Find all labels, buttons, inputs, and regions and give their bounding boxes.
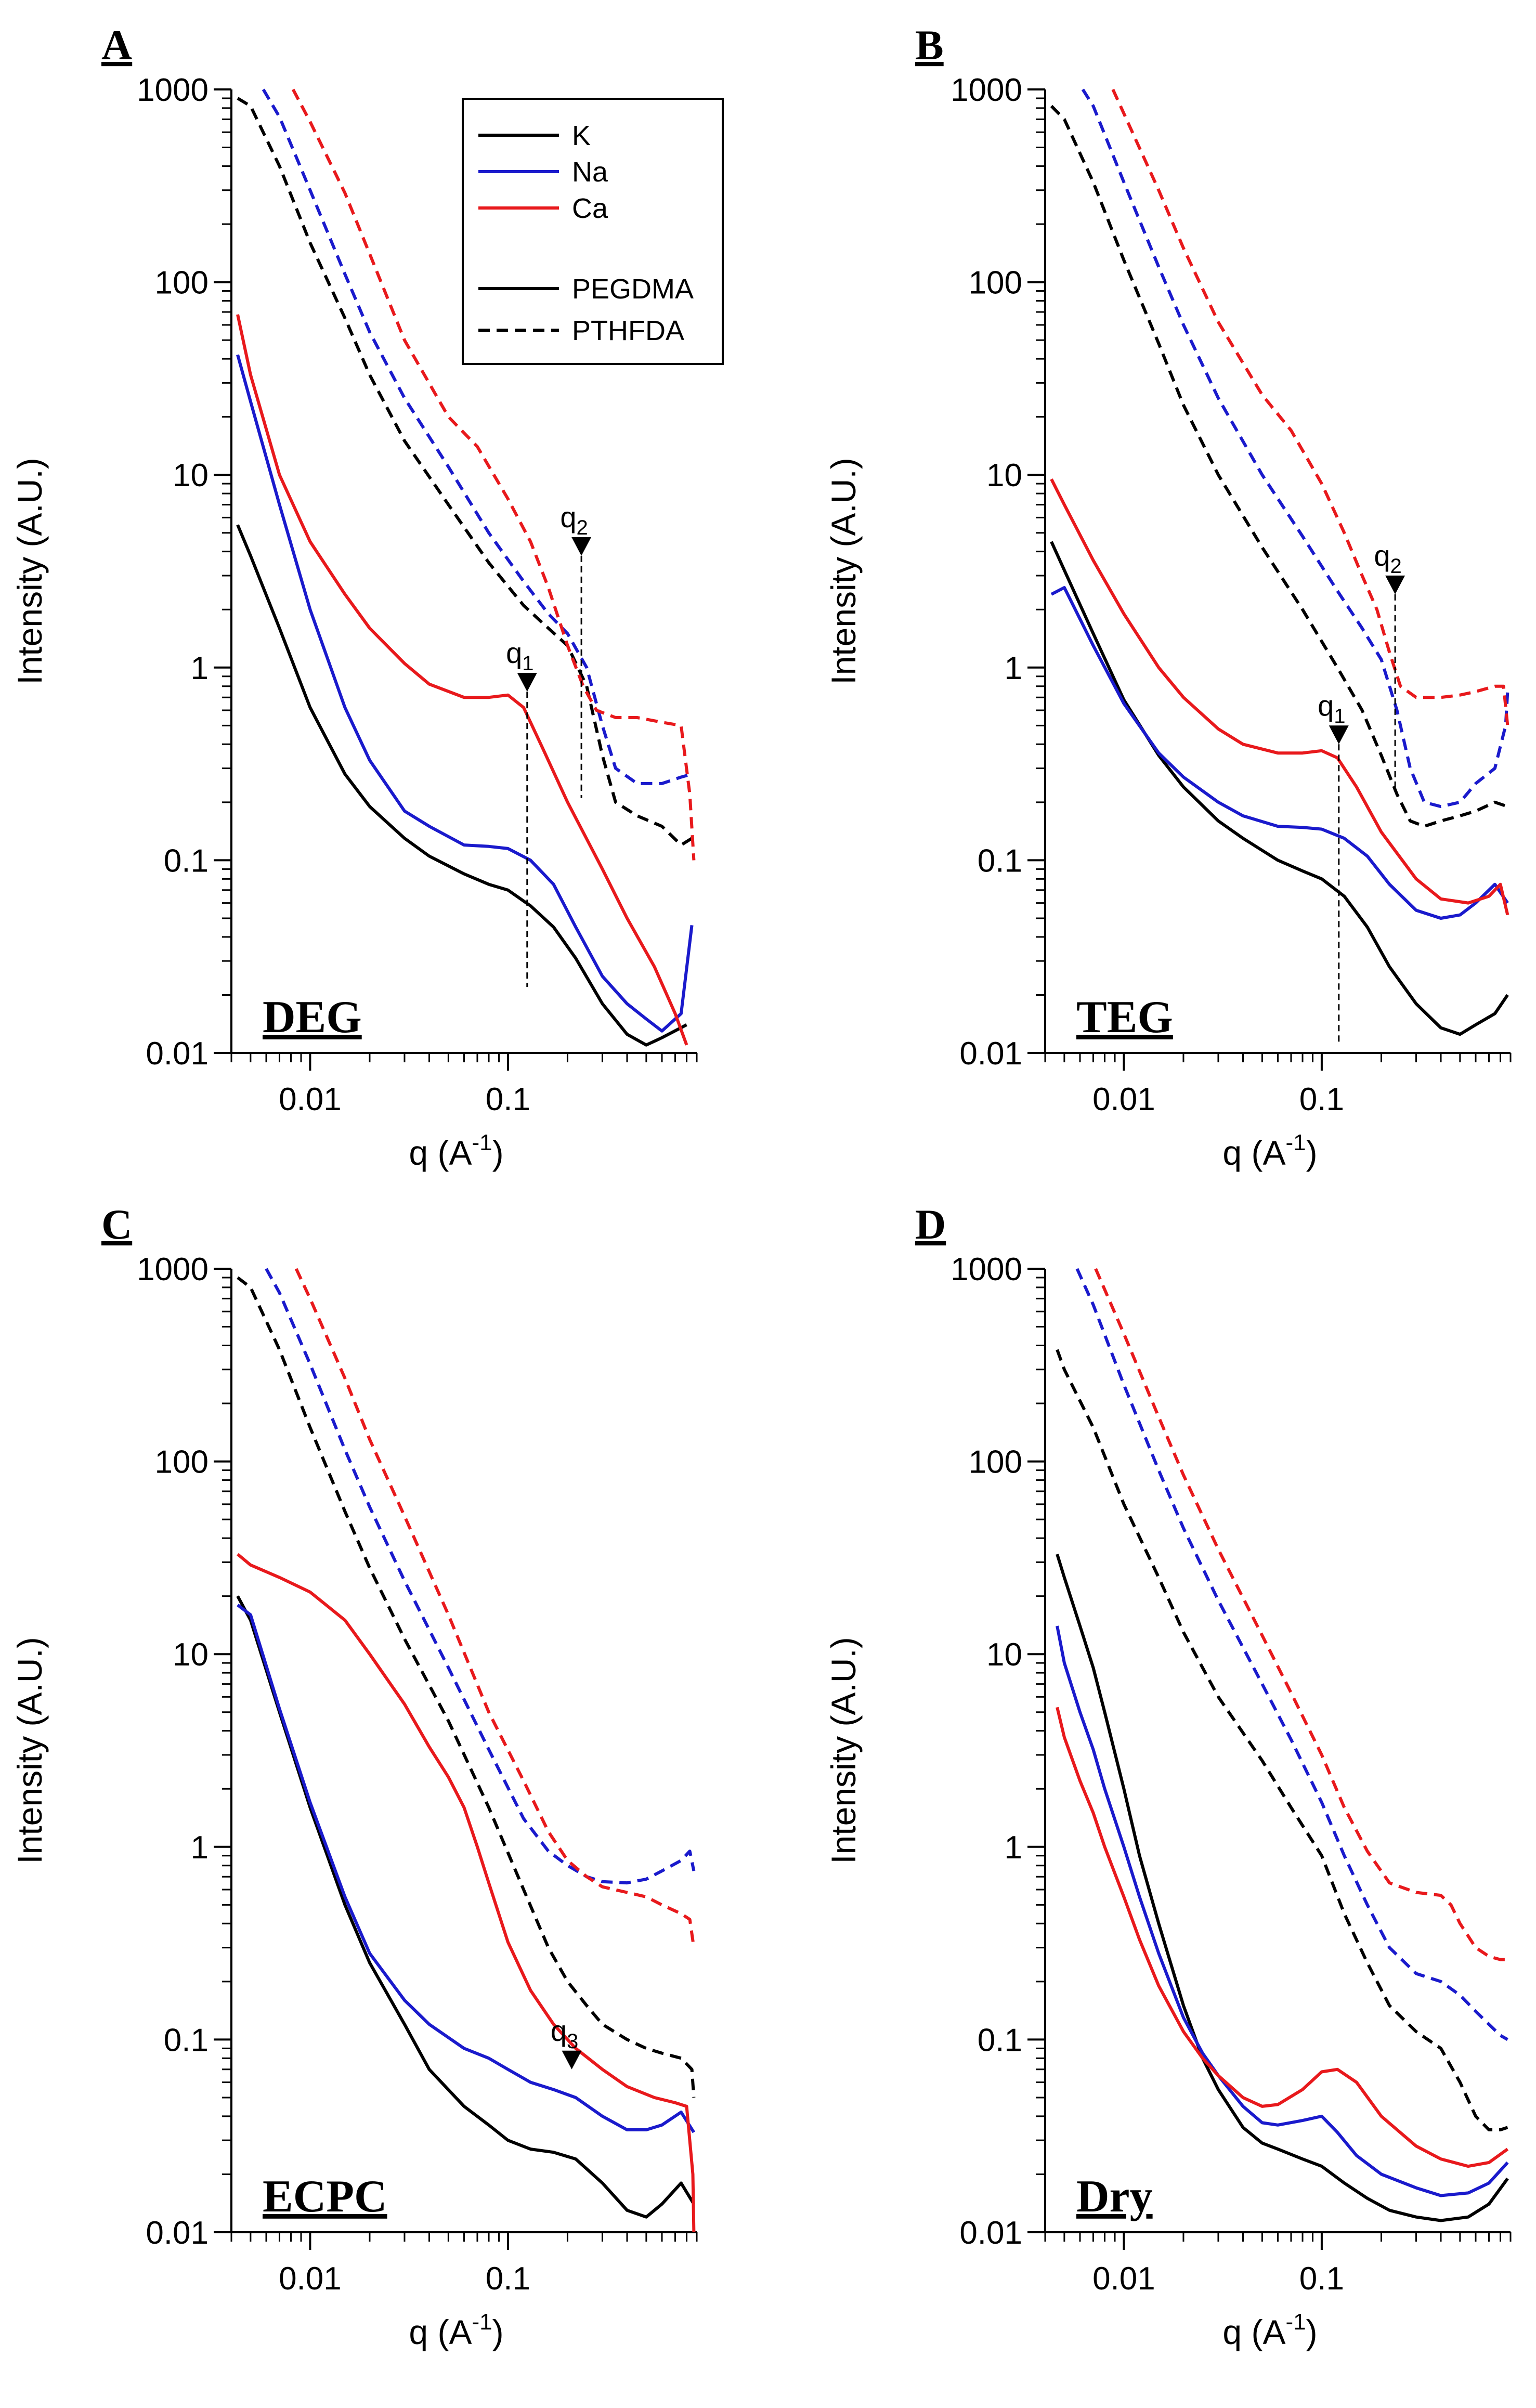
y-tick-label: 0.1: [164, 843, 209, 879]
series-na-pegdma-line: [1050, 586, 1509, 920]
q-marker-triangle: [1329, 725, 1349, 745]
y-tick-label: 100: [155, 265, 209, 301]
x-tick-label: 0.1: [486, 2261, 530, 2297]
series-na-pegdma-line: [236, 354, 694, 1033]
y-tick-label: 1000: [137, 72, 209, 108]
q-marker-label: q2: [1374, 539, 1401, 578]
chart-panel-b: 0.01 0.1 1 10 100 1000 0.01 0.1 q (A-1) Intensity…: [824, 21, 1512, 1172]
y-tick-label: 10: [173, 458, 209, 493]
series-k-pegdma-line: [236, 1595, 695, 2219]
q-marker-triangle: [517, 673, 537, 692]
y-tick-label: 1: [1005, 1830, 1022, 1866]
q-marker-triangle: [1385, 575, 1405, 594]
series-na-pthfda-line: [262, 88, 693, 785]
x-axis-label: q (A-1): [409, 2309, 503, 2351]
y-axis-label: Intensity (A.U.): [10, 1637, 49, 1864]
y-tick-label: 1: [1005, 650, 1022, 686]
y-tick-label: 1000: [951, 1252, 1022, 1287]
chart-panel-a: 0.01 0.1 1 10 100 1000 0.01 0.1 q (A-1) Intensity…: [10, 21, 698, 1172]
legend-label: PTHFDA: [572, 315, 684, 346]
legend-box: [462, 98, 724, 365]
series-ca-pthfda-line: [294, 1268, 696, 1948]
q-marker-triangle: [571, 537, 592, 556]
panel-letter: C: [101, 1201, 132, 1248]
series-ca-pthfda-line: [1094, 1268, 1508, 1961]
x-tick-label: 0.1: [1299, 2261, 1344, 2297]
series-group: [236, 1268, 696, 2232]
series-group: [236, 88, 696, 1047]
series-ca-pthfda-line: [1111, 88, 1509, 726]
y-tick-label: 0.01: [959, 1036, 1022, 1072]
y-tick-label: 1: [191, 650, 209, 686]
panel-letter: D: [915, 1201, 946, 1248]
panel-condition-label: Dry: [1076, 2171, 1153, 2222]
y-tick-label: 0.01: [146, 1036, 209, 1072]
panel-letter: B: [915, 21, 944, 69]
x-tick-label: 0.01: [1092, 2261, 1155, 2297]
series-k-pegdma-line: [1056, 1554, 1509, 2222]
legend: K Na Ca PEGDMA PTHFDA: [462, 98, 724, 365]
y-axis-label: Intensity (A.U.): [10, 458, 49, 684]
panel-condition-label: DEG: [263, 992, 362, 1043]
x-axis-label: q (A-1): [1222, 2309, 1317, 2351]
y-axis-label: Intensity (A.U.): [824, 458, 863, 684]
series-ca-pegdma-line: [237, 1553, 696, 2232]
y-tick-label: 10: [986, 1637, 1022, 1673]
y-tick-label: 0.1: [978, 843, 1022, 879]
series-k-pegdma-line: [1050, 541, 1509, 1036]
panel-condition-label: ECPC: [263, 2171, 387, 2222]
y-tick-label: 0.1: [164, 2022, 209, 2058]
legend-label: K: [572, 120, 591, 151]
y-tick-label: 10: [173, 1637, 209, 1673]
x-tick-label: 0.01: [279, 1082, 342, 1117]
series-na-pegdma-line: [237, 1604, 695, 2133]
series-group: [1056, 1268, 1509, 2222]
q-marker-label: q2: [560, 501, 588, 539]
series-k-pthfda-line: [1050, 105, 1508, 828]
x-tick-label: 0.1: [486, 1082, 530, 1117]
x-tick-label: 0.01: [279, 2261, 342, 2297]
q-marker-label: q3: [551, 2014, 578, 2053]
panel-letter: A: [101, 21, 132, 69]
x-tick-label: 0.1: [1299, 1082, 1344, 1117]
series-ca-pegdma-line: [1050, 478, 1509, 916]
y-tick-label: 100: [969, 1444, 1022, 1480]
y-tick-label: 0.01: [959, 2215, 1022, 2251]
panel-condition-label: TEG: [1076, 992, 1173, 1043]
chart-panel-d: 0.01 0.1 1 10 100 1000 0.01 0.1 q (A-1) Intensity…: [824, 1201, 1512, 2351]
series-k-pthfda-line: [237, 1276, 696, 2098]
x-axis-label: q (A-1): [1222, 1130, 1317, 1172]
series-group: [1050, 88, 1509, 1036]
legend-label: Ca: [572, 193, 608, 224]
x-axis-label: q (A-1): [409, 1130, 503, 1172]
y-tick-label: 0.1: [978, 2022, 1022, 2058]
series-k-pthfda-line: [237, 97, 693, 847]
series-k-pegdma-line: [236, 524, 687, 1047]
y-tick-label: 100: [969, 265, 1022, 301]
x-tick-label: 0.01: [1092, 1082, 1155, 1117]
y-tick-label: 100: [155, 1444, 209, 1480]
y-tick-label: 10: [986, 458, 1022, 493]
q-marker-label: q1: [1318, 689, 1345, 727]
series-na-pegdma-line: [1056, 1625, 1509, 2197]
y-tick-label: 1: [191, 1830, 209, 1866]
series-na-pthfda-line: [1081, 88, 1509, 809]
series-k-pthfda-line: [1056, 1349, 1508, 2131]
q-marker-triangle: [562, 2050, 582, 2069]
legend-label: PEGDMA: [572, 274, 694, 305]
series-ca-pegdma-line: [236, 314, 688, 1046]
legend-label: Na: [572, 157, 608, 188]
y-axis-label: Intensity (A.U.): [824, 1637, 863, 1864]
series-na-pthfda-line: [265, 1268, 696, 1885]
series-na-pthfda-line: [1075, 1268, 1508, 2041]
y-tick-label: 1000: [137, 1252, 209, 1287]
chart-panel-c: 0.01 0.1 1 10 100 1000 0.01 0.1 q (A-1) Intensity…: [10, 1201, 698, 2351]
q-marker-label: q1: [506, 636, 533, 675]
series-ca-pegdma-line: [1056, 1707, 1509, 2168]
y-tick-label: 0.01: [146, 2215, 209, 2251]
y-tick-label: 1000: [951, 72, 1022, 108]
